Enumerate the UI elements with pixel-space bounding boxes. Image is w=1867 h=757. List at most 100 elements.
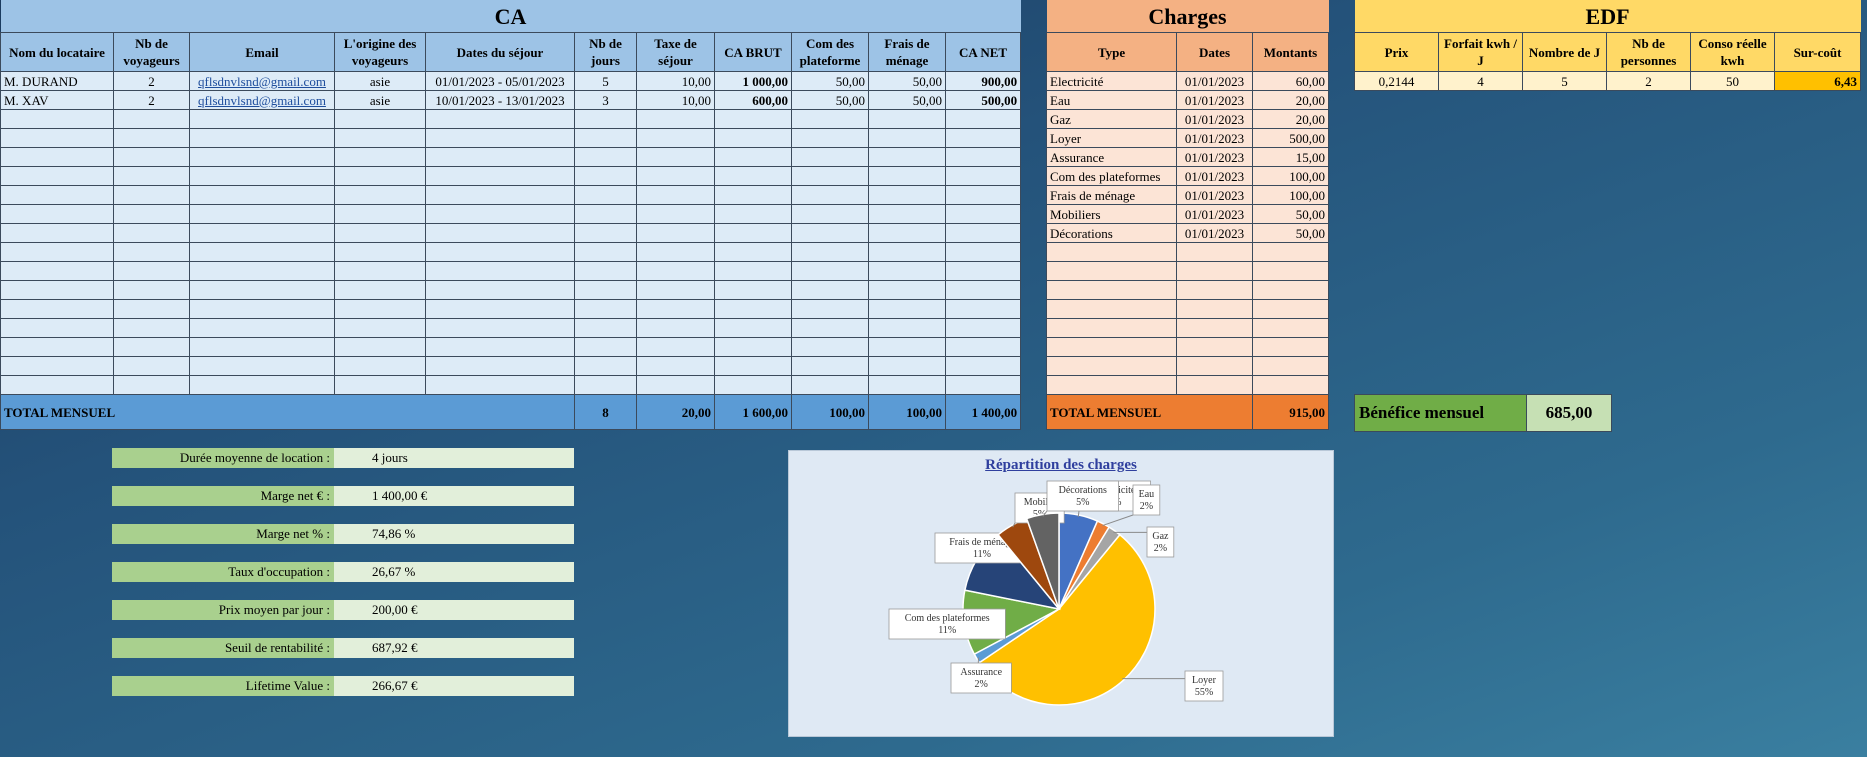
table-cell[interactable] (868, 337, 946, 357)
kpi-value[interactable]: 26,67 % (334, 562, 574, 582)
header-dates[interactable]: Dates (1176, 32, 1253, 72)
table-cell[interactable] (0, 223, 114, 243)
kpi-label[interactable]: Durée moyenne de location : (112, 448, 334, 468)
table-cell[interactable] (791, 204, 869, 224)
table-cell[interactable] (425, 147, 575, 167)
kpi-label[interactable]: Prix moyen par jour : (112, 600, 334, 620)
table-cell[interactable] (113, 375, 190, 395)
table-cell[interactable]: 01/01/2023 (1176, 204, 1253, 224)
table-cell[interactable]: 3 (574, 90, 637, 110)
table-cell[interactable] (1251, 375, 1330, 395)
table-cell[interactable]: 100,00 (1251, 185, 1330, 205)
table-cell[interactable] (714, 356, 792, 376)
table-cell[interactable]: 20,00 (1251, 109, 1330, 129)
table-cell[interactable] (425, 356, 575, 376)
table-cell[interactable] (791, 375, 869, 395)
table-cell[interactable]: M. XAV (0, 90, 114, 110)
table-cell[interactable] (944, 356, 1022, 376)
table-cell[interactable] (189, 223, 335, 243)
table-cell[interactable] (1176, 261, 1253, 281)
table-cell[interactable] (425, 280, 575, 300)
table-cell[interactable] (334, 337, 426, 357)
table-cell[interactable] (1046, 375, 1177, 395)
table-cell[interactable]: 10,00 (636, 90, 715, 110)
table-cell[interactable] (0, 280, 114, 300)
table-cell[interactable]: Décorations (1046, 223, 1177, 243)
table-cell[interactable] (1046, 356, 1177, 376)
kpi-value[interactable]: 1 400,00 € (334, 486, 574, 506)
table-cell[interactable] (0, 356, 114, 376)
table-cell[interactable] (189, 242, 335, 262)
header-type[interactable]: Type (1046, 32, 1177, 72)
table-cell[interactable] (636, 261, 715, 281)
table-cell[interactable] (334, 375, 426, 395)
table-cell[interactable] (1176, 356, 1253, 376)
table-cell[interactable] (113, 318, 190, 338)
table-cell[interactable] (574, 375, 637, 395)
table-cell[interactable] (944, 166, 1022, 186)
edf-cell[interactable]: 2 (1606, 71, 1691, 91)
kpi-label[interactable]: Marge net € : (112, 486, 334, 506)
table-cell[interactable] (714, 375, 792, 395)
table-cell[interactable]: 60,00 (1251, 71, 1330, 91)
table-cell[interactable] (425, 166, 575, 186)
kpi-value[interactable]: 687,92 € (334, 638, 574, 658)
table-cell[interactable]: 500,00 (944, 90, 1022, 110)
table-cell[interactable] (334, 223, 426, 243)
table-cell[interactable] (1176, 242, 1253, 262)
kpi-label[interactable]: Seuil de rentabilité : (112, 638, 334, 658)
table-cell[interactable] (189, 337, 335, 357)
table-cell[interactable] (0, 242, 114, 262)
table-cell[interactable] (1251, 356, 1330, 376)
ca-total-taxe[interactable]: 20,00 (636, 394, 715, 430)
table-cell[interactable] (944, 280, 1022, 300)
table-cell[interactable] (1251, 337, 1330, 357)
header-nombre-j[interactable]: Nombre de J (1522, 32, 1607, 72)
table-cell[interactable]: 100,00 (1251, 166, 1330, 186)
table-cell[interactable] (574, 185, 637, 205)
header-forfait[interactable]: Forfait kwh / J (1438, 32, 1523, 72)
table-cell[interactable] (944, 261, 1022, 281)
table-cell[interactable] (425, 242, 575, 262)
table-cell[interactable] (636, 185, 715, 205)
header-email[interactable]: Email (189, 32, 335, 72)
table-cell[interactable]: 900,00 (944, 71, 1022, 91)
table-cell[interactable] (868, 185, 946, 205)
benefit-label[interactable]: Bénéfice mensuel (1355, 395, 1527, 431)
table-cell[interactable] (425, 299, 575, 319)
table-cell[interactable] (636, 375, 715, 395)
table-cell[interactable]: 50,00 (868, 71, 946, 91)
table-cell[interactable] (425, 223, 575, 243)
table-cell[interactable] (0, 166, 114, 186)
kpi-label[interactable]: Marge net % : (112, 524, 334, 544)
table-cell[interactable]: 50,00 (791, 90, 869, 110)
header-dates-sejour[interactable]: Dates du séjour (425, 32, 575, 72)
table-cell[interactable] (714, 128, 792, 148)
table-cell[interactable] (574, 261, 637, 281)
table-cell[interactable] (425, 318, 575, 338)
table-cell[interactable] (714, 280, 792, 300)
table-cell[interactable] (791, 261, 869, 281)
header-nom-locataire[interactable]: Nom du locataire (0, 32, 114, 72)
kpi-label[interactable]: Lifetime Value : (112, 676, 334, 696)
kpi-value[interactable]: 200,00 € (334, 600, 574, 620)
table-cell[interactable] (636, 299, 715, 319)
table-cell[interactable] (1046, 337, 1177, 357)
table-cell[interactable] (636, 337, 715, 357)
kpi-value[interactable]: 266,67 € (334, 676, 574, 696)
ca-total-com[interactable]: 100,00 (791, 394, 869, 430)
table-cell[interactable] (574, 147, 637, 167)
table-cell[interactable] (425, 185, 575, 205)
table-cell[interactable] (714, 166, 792, 186)
table-cell[interactable] (189, 147, 335, 167)
table-cell[interactable] (1176, 280, 1253, 300)
ca-total-ca-net[interactable]: 1 400,00 (944, 394, 1022, 430)
table-cell[interactable] (636, 204, 715, 224)
table-cell[interactable] (944, 185, 1022, 205)
charges-total-label[interactable]: TOTAL MENSUEL (1046, 394, 1253, 430)
table-cell[interactable] (425, 204, 575, 224)
table-cell[interactable] (868, 280, 946, 300)
table-cell[interactable] (868, 204, 946, 224)
table-cell[interactable] (791, 318, 869, 338)
table-cell[interactable] (189, 280, 335, 300)
